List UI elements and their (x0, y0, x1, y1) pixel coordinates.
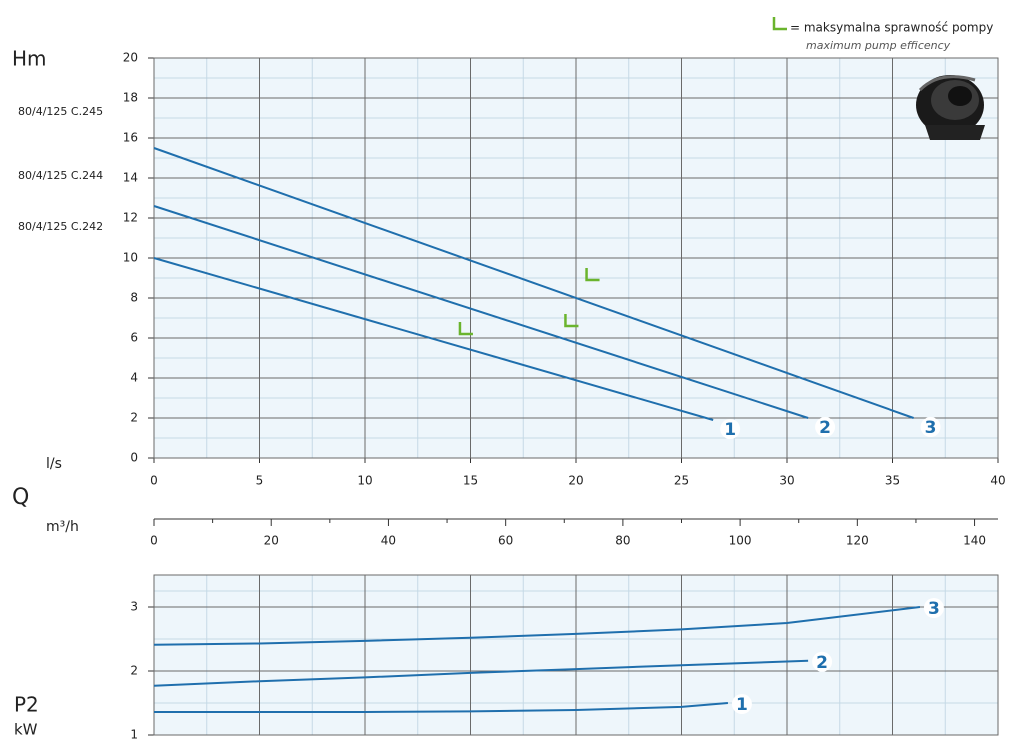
model-label: 80/4/125 C.242 (18, 220, 103, 233)
y-tick-label: 2 (130, 411, 138, 425)
x2-tick-label: 100 (729, 534, 752, 548)
x2-tick-label: 120 (846, 534, 869, 548)
y-tick-label: 0 (130, 451, 138, 465)
y-tick-label: 1 (130, 728, 138, 739)
y-axis-label: P2 (14, 693, 39, 717)
series-label-bg (720, 419, 741, 439)
legend-marker (772, 17, 787, 31)
x-tick-label: 10 (357, 474, 372, 488)
series-label-bg (815, 417, 836, 437)
y-tick-label: 6 (130, 331, 138, 345)
x-tick-label: 40 (990, 474, 1005, 488)
y-tick-label: 18 (123, 91, 138, 105)
x-axis-symbol: Q (12, 485, 29, 510)
x-tick-label: 30 (779, 474, 794, 488)
y-tick-label: 8 (130, 291, 138, 305)
series-line (153, 257, 714, 421)
x-tick-label: 15 (463, 474, 478, 488)
y-tick-label: 10 (123, 251, 138, 265)
x2-tick-label: 20 (264, 534, 279, 548)
efficiency-marker (564, 314, 579, 328)
y-tick-label: 4 (130, 371, 138, 385)
model-label: 80/4/125 C.245 (18, 105, 103, 118)
series-line (153, 659, 809, 687)
plot-border (153, 574, 999, 736)
legend-subtext: maximum pump efficency (806, 39, 951, 52)
x-tick-label: 5 (256, 474, 264, 488)
series-label-bg (923, 598, 944, 618)
x2-axis-label: m³/h (46, 519, 79, 535)
y-tick-label: 12 (123, 211, 138, 225)
series-label: 1 (736, 695, 748, 715)
efficiency-marker (585, 268, 600, 282)
x2-tick-label: 40 (381, 534, 396, 548)
series-label-bg (731, 694, 752, 714)
series-label-bg (920, 417, 941, 437)
series-label: 3 (925, 418, 937, 438)
y-tick-label: 14 (123, 171, 138, 185)
y-axis-unit: kW (14, 721, 38, 739)
efficiency-marker (458, 322, 473, 336)
x-tick-label: 0 (150, 474, 158, 488)
x-tick-label: 35 (885, 474, 900, 488)
series-label: 1 (724, 420, 736, 440)
y-tick-label: 16 (123, 131, 138, 145)
y-tick-label: 3 (130, 600, 138, 614)
series-label-bg (812, 651, 833, 672)
series-line (153, 205, 809, 419)
y-tick-label: 20 (123, 51, 138, 65)
x2-tick-label: 60 (498, 534, 513, 548)
series-line (154, 702, 729, 713)
model-label: 80/4/125 C.244 (18, 169, 103, 182)
y-tick-label: 2 (130, 664, 138, 678)
series-label: 2 (816, 653, 828, 673)
legend-text: = maksymalna sprawność pompy (790, 21, 993, 35)
x-axis-label: l/s (46, 456, 62, 472)
y-axis-label: Hm (12, 47, 47, 71)
series-label: 3 (928, 599, 940, 619)
pump-icon (916, 75, 985, 140)
x-tick-label: 20 (568, 474, 583, 488)
series-line (153, 147, 914, 419)
series-label: 2 (819, 418, 831, 438)
series-line (153, 606, 921, 646)
x2-tick-label: 140 (963, 534, 986, 548)
x2-tick-label: 0 (150, 534, 158, 548)
x-tick-label: 25 (674, 474, 689, 488)
x2-tick-label: 80 (615, 534, 630, 548)
